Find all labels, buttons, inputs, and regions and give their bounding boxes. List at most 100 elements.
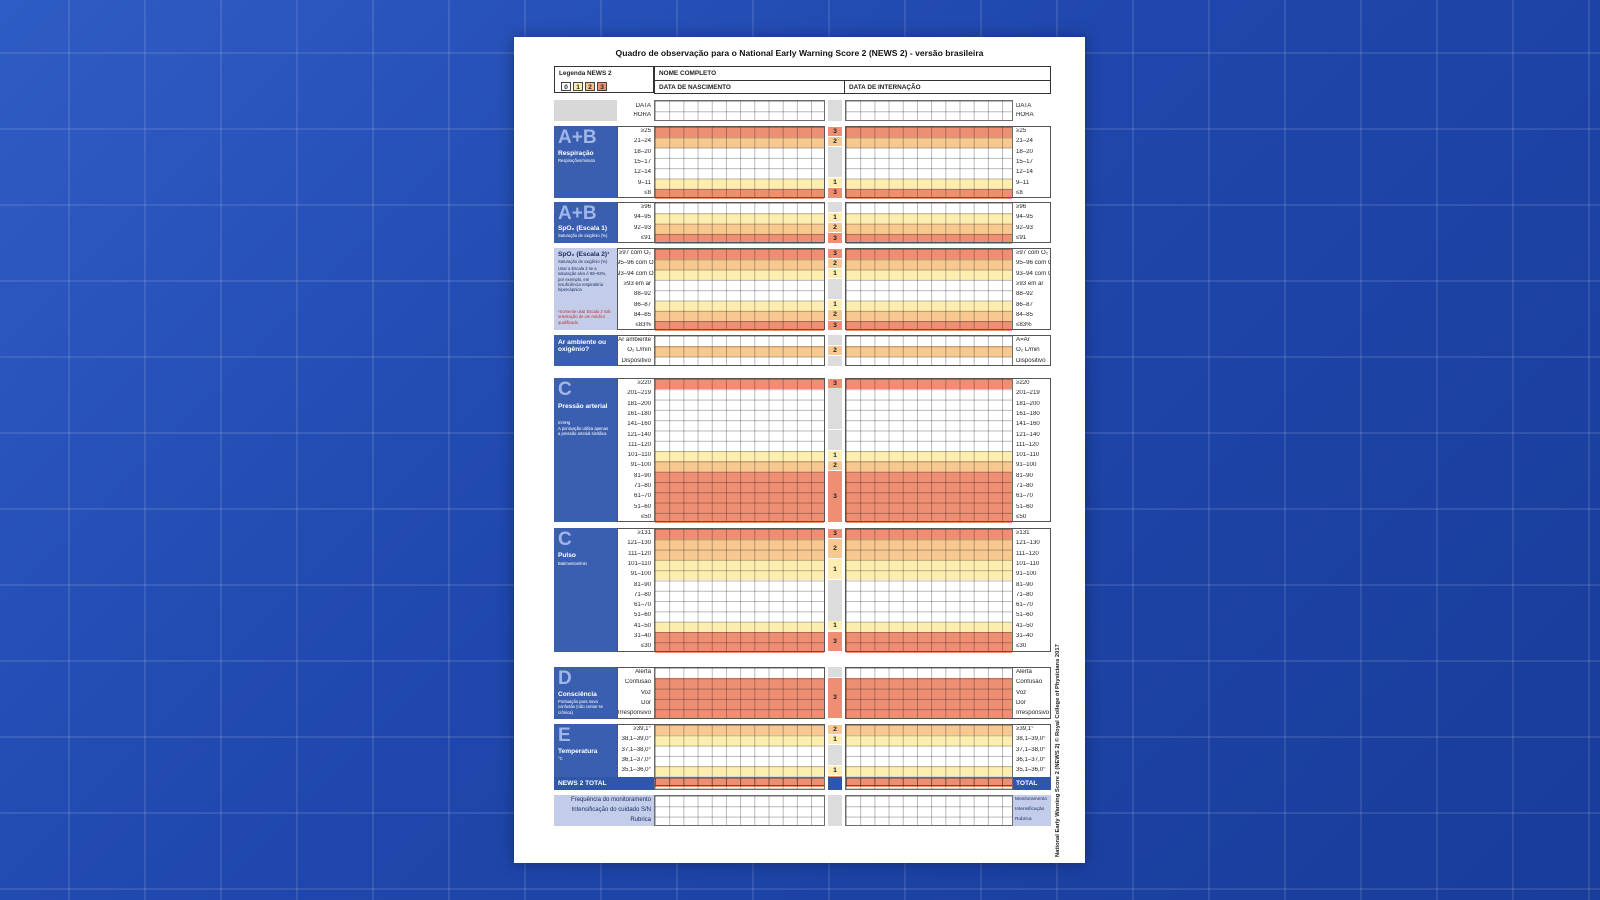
news2-total-row: NEWS 2 TOTAL TOTAL	[554, 777, 1051, 790]
row-label-left: ≥93 em ar	[623, 280, 651, 287]
row-label-right: 91–100	[1016, 571, 1037, 578]
score-band-left	[655, 482, 824, 493]
grid-right-spo2-1[interactable]	[845, 202, 1013, 245]
score-band-left	[655, 379, 824, 390]
row-label-left: 121–140	[627, 431, 651, 438]
score-band-left	[655, 580, 824, 591]
grid-right-cons[interactable]	[845, 667, 1013, 720]
footer-signature-label-right: Rubrica	[1013, 815, 1051, 826]
legend-chip-1: 1	[573, 82, 583, 91]
row-label-right: 51–60	[1016, 503, 1033, 510]
grid-right-resp[interactable]	[845, 126, 1013, 200]
row-label-right: ≤8	[1016, 189, 1023, 196]
score-band-left	[655, 755, 824, 767]
grid-right-spo2-2[interactable]	[845, 248, 1013, 332]
score-cell	[828, 419, 842, 430]
score-cell	[828, 754, 842, 766]
legend-chip-3: 3	[597, 82, 607, 91]
row-label-left: ≥220	[637, 380, 651, 386]
row-label-left: Ar ambiente	[618, 337, 651, 343]
full-name-label: NOME COMPLETO	[659, 70, 717, 77]
date-grid-right[interactable]	[845, 100, 1013, 121]
row-label-left: 81–90	[634, 581, 651, 588]
row-label-right: 36,1–37,0°	[1016, 756, 1046, 763]
score-band-left	[655, 269, 824, 280]
grid-left-spo2-1[interactable]	[654, 202, 825, 245]
grid-right-air[interactable]	[845, 335, 1013, 367]
score-band-right	[846, 168, 1012, 179]
row-label-left: ≥97 com O₂	[618, 250, 651, 256]
grid-left-air[interactable]	[654, 335, 825, 367]
admission-date-field[interactable]: DATA DE INTERNAÇÃO	[844, 80, 1051, 94]
row-label-right: 121–130	[1016, 540, 1040, 547]
footer-grid-left[interactable]	[654, 795, 825, 826]
row-label-left: 35,1–36,0°	[621, 767, 651, 774]
score-band-right	[846, 409, 1012, 421]
score-band-right	[846, 389, 1012, 400]
footer-grid-right[interactable]	[845, 795, 1013, 826]
footer-signature-label: Rubrica	[554, 815, 654, 826]
grid-left-resp[interactable]	[654, 126, 825, 200]
row-label-right: 38,1–39,0°	[1016, 736, 1046, 743]
score-column-cons: 3	[828, 667, 842, 719]
section-air: Ar ambiente ou oxigênio? Ar ambiente A=Ar O…	[554, 335, 1051, 367]
total-grid-right[interactable]	[845, 777, 1013, 790]
score-band-right	[846, 745, 1012, 756]
score-cell	[828, 278, 842, 290]
score-cell: 2	[828, 258, 842, 269]
score-band-right	[846, 178, 1012, 189]
row-label-right: 37,1–38,0°	[1016, 746, 1046, 753]
section-subtitle: °C	[558, 756, 563, 761]
score-band-right	[846, 668, 1012, 679]
score-band-left	[655, 451, 824, 462]
score-cell: 3	[828, 126, 842, 136]
row-label-right: 71–80	[1016, 591, 1033, 598]
full-name-field[interactable]: NOME COMPLETO	[654, 66, 1051, 81]
score-band-left	[655, 440, 824, 452]
score-cell: 2	[828, 460, 842, 471]
row-label-left: Confusão	[624, 679, 651, 686]
news2-total-label: NEWS 2 TOTAL	[554, 777, 654, 790]
grid-left-bp[interactable]	[654, 378, 825, 524]
grid-left-pulse[interactable]	[654, 528, 825, 653]
row-label-right: 86–87	[1016, 301, 1033, 308]
total-mid-cell	[828, 777, 842, 790]
row-label-left: 141–160	[627, 421, 651, 428]
score-band-right	[846, 688, 1012, 699]
score-band-left	[655, 127, 824, 138]
score-band-left	[655, 203, 824, 214]
row-label-right: 81–90	[1016, 472, 1033, 479]
section-title: SpO₂ (Escala 1)	[558, 225, 608, 232]
date-grid-left[interactable]	[654, 100, 825, 121]
row-label-left: 38,1–39,0°	[621, 736, 651, 743]
section-tab-spo2-1: A+B SpO₂ (Escala 1) Saturação de oxigênio …	[554, 202, 617, 244]
row-label-right: A=Ar	[1016, 337, 1030, 343]
grid-right-pulse[interactable]	[845, 528, 1013, 653]
score-band-left	[655, 471, 824, 482]
section-spo2-2: SpO₂ (Escala 2)¹ Saturação de oxigênio (%…	[554, 248, 1051, 332]
section-tab-cons: D Consciência Pontuação para nova confusão…	[554, 667, 617, 719]
section-letter: C	[558, 379, 572, 400]
row-label-left: 21–24	[634, 138, 651, 145]
score-band-left	[655, 249, 824, 260]
score-cell: 1	[828, 300, 842, 310]
score-cell: 3	[828, 631, 842, 652]
score-band-left	[655, 178, 824, 189]
score-band-right	[846, 539, 1012, 550]
row-label-right: 111–120	[1016, 550, 1039, 557]
birth-date-field[interactable]: DATA DE NASCIMENTO	[654, 80, 845, 94]
grid-left-cons[interactable]	[654, 667, 825, 720]
score-band-right	[846, 621, 1012, 632]
row-label-left: ≥131	[637, 530, 651, 536]
grid-right-bp[interactable]	[845, 378, 1013, 524]
score-band-right	[846, 492, 1012, 503]
score-band-left	[655, 688, 824, 699]
score-band-right	[846, 336, 1012, 347]
total-grid-left[interactable]	[654, 777, 825, 790]
score-band-right	[846, 321, 1012, 332]
score-band-right	[846, 356, 1012, 367]
row-label-left: 71–80	[634, 591, 651, 598]
score-band-left	[655, 766, 824, 777]
grid-left-spo2-2[interactable]	[654, 248, 825, 332]
